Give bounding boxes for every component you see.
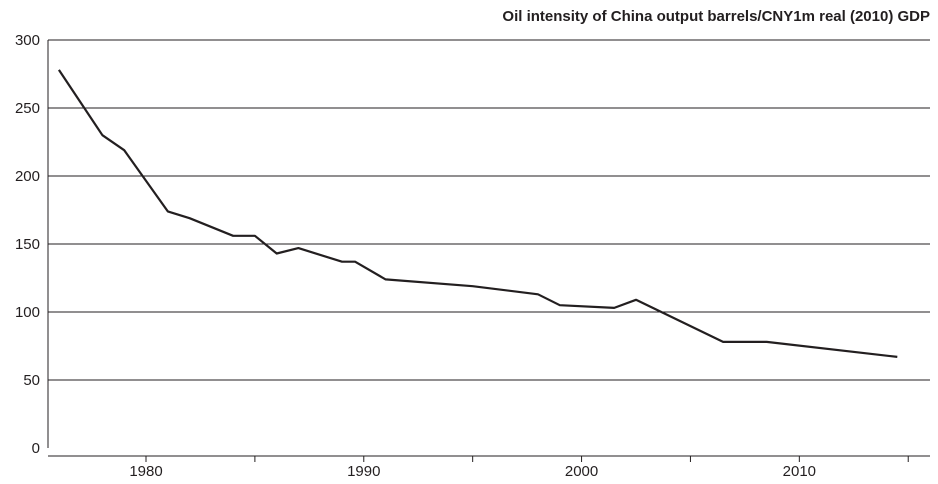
y-tick-label-50: 50 — [23, 372, 40, 389]
y-tick-label-300: 300 — [15, 32, 40, 49]
x-tick-label-2000: 2000 — [565, 463, 598, 480]
y-tick-label-100: 100 — [15, 304, 40, 321]
y-axis-tick-labels: 0 50 100 150 200 250 300 — [15, 32, 40, 457]
series-line-0 — [57, 69, 898, 358]
x-axis — [48, 455, 930, 462]
chart-title: Oil intensity of China output barrels/CN… — [502, 8, 930, 25]
y-tick-label-250: 250 — [15, 100, 40, 117]
x-tick-label-1990: 1990 — [347, 463, 380, 480]
y-tick-label-0: 0 — [32, 440, 40, 457]
y-tick-label-150: 150 — [15, 236, 40, 253]
series-group — [57, 69, 898, 358]
gridlines — [47, 39, 930, 448]
x-tick-label-1980: 1980 — [129, 463, 162, 480]
x-tick-label-2010: 2010 — [783, 463, 816, 480]
x-axis-tick-labels: 1980 1990 2000 2010 — [129, 463, 816, 480]
y-tick-label-200: 200 — [15, 168, 40, 185]
